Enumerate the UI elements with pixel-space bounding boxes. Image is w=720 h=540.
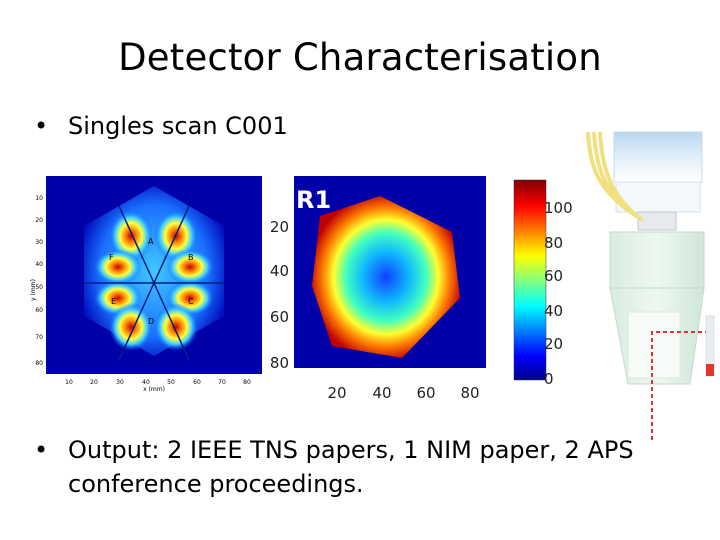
slide-title: Detector Characterisation [118, 36, 602, 79]
y-tick: 70 [35, 334, 43, 341]
r1-map-figure: R1 20 40 60 80 20 40 60 80 [270, 176, 486, 402]
colorbar-gradient [513, 179, 547, 381]
x-tick: 20 [90, 379, 98, 386]
bullet-text-line2: conference proceedings. [68, 470, 364, 498]
x-tick: 60 [416, 384, 435, 402]
y-tick: 10 [35, 195, 43, 202]
bullet-text: Singles scan C001 [68, 112, 288, 140]
y-axis-label: y (mm) [30, 279, 37, 301]
y-tick-labels: 10 20 30 40 50 60 70 80 [35, 195, 43, 367]
colorbar-tick-labels: 100 80 60 40 20 0 [544, 199, 573, 388]
segment-label-f: F [109, 253, 114, 262]
segment-label-a: A [148, 237, 154, 246]
colorbar-tick: 40 [544, 302, 563, 320]
colorbar-tick: 80 [544, 234, 563, 252]
x-tick: 60 [193, 379, 201, 386]
x-tick: 80 [460, 384, 479, 402]
detector-cables [586, 131, 644, 222]
detector-neck [637, 211, 677, 231]
bullet-singles-scan: • Singles scan C001 [34, 109, 288, 143]
y-tick: 40 [35, 261, 43, 268]
x-tick: 80 [243, 379, 251, 386]
colorbar-tick: 60 [544, 267, 563, 285]
detector-window [627, 311, 681, 379]
probe-tip [706, 364, 714, 376]
segment-hotspots [94, 210, 214, 351]
r1-y-tick-labels: 20 40 60 80 [270, 218, 289, 372]
colorbar: 100 80 60 40 20 0 [513, 179, 573, 388]
segment-boundaries [84, 205, 224, 361]
y-tick: 40 [270, 262, 289, 280]
bullet-marker: • [34, 112, 49, 140]
beam-indicator [651, 331, 712, 440]
x-tick-labels: 10 20 30 40 50 60 70 80 [65, 379, 251, 386]
detector-apparatus-illustration [586, 131, 715, 440]
r1-title: R1 [296, 186, 331, 214]
y-tick: 20 [270, 218, 289, 236]
x-tick: 10 [65, 379, 73, 386]
detector-cap [613, 131, 703, 183]
segment-label-b: B [188, 253, 194, 262]
detector-housing [609, 231, 705, 289]
y-tick: 80 [35, 360, 43, 367]
y-tick: 50 [35, 284, 43, 291]
bullet-text-line1: Output: 2 IEEE TNS papers, 1 NIM paper, … [68, 436, 634, 464]
r1-x-tick-labels: 20 40 60 80 [327, 384, 479, 402]
y-tick: 80 [270, 354, 289, 372]
x-tick: 40 [372, 384, 391, 402]
x-tick: 50 [167, 379, 175, 386]
bullet-marker: • [34, 436, 49, 464]
segment-label-d: D [148, 317, 154, 326]
y-tick: 60 [35, 307, 43, 314]
r1-hexagon [312, 196, 460, 358]
colorbar-tick: 0 [544, 370, 554, 388]
x-tick: 40 [142, 379, 150, 386]
colorbar-tick: 20 [544, 335, 563, 353]
y-tick: 60 [270, 308, 289, 326]
segment-label-e: E [111, 297, 116, 306]
x-tick: 70 [218, 379, 226, 386]
x-tick: 30 [116, 379, 124, 386]
y-tick: 30 [35, 239, 43, 246]
segment-map-figure: A B C D E F y (mm) x (mm) 10 20 30 40 50… [30, 176, 262, 393]
x-axis-label: x (mm) [143, 386, 165, 393]
bullet-output: • Output: 2 IEEE TNS papers, 1 NIM paper,… [34, 433, 694, 501]
x-tick: 20 [327, 384, 346, 402]
colorbar-tick: 100 [544, 199, 573, 217]
segment-label-c: C [188, 297, 194, 306]
segment-labels: A B C D E F [109, 237, 194, 326]
y-tick: 20 [35, 217, 43, 224]
